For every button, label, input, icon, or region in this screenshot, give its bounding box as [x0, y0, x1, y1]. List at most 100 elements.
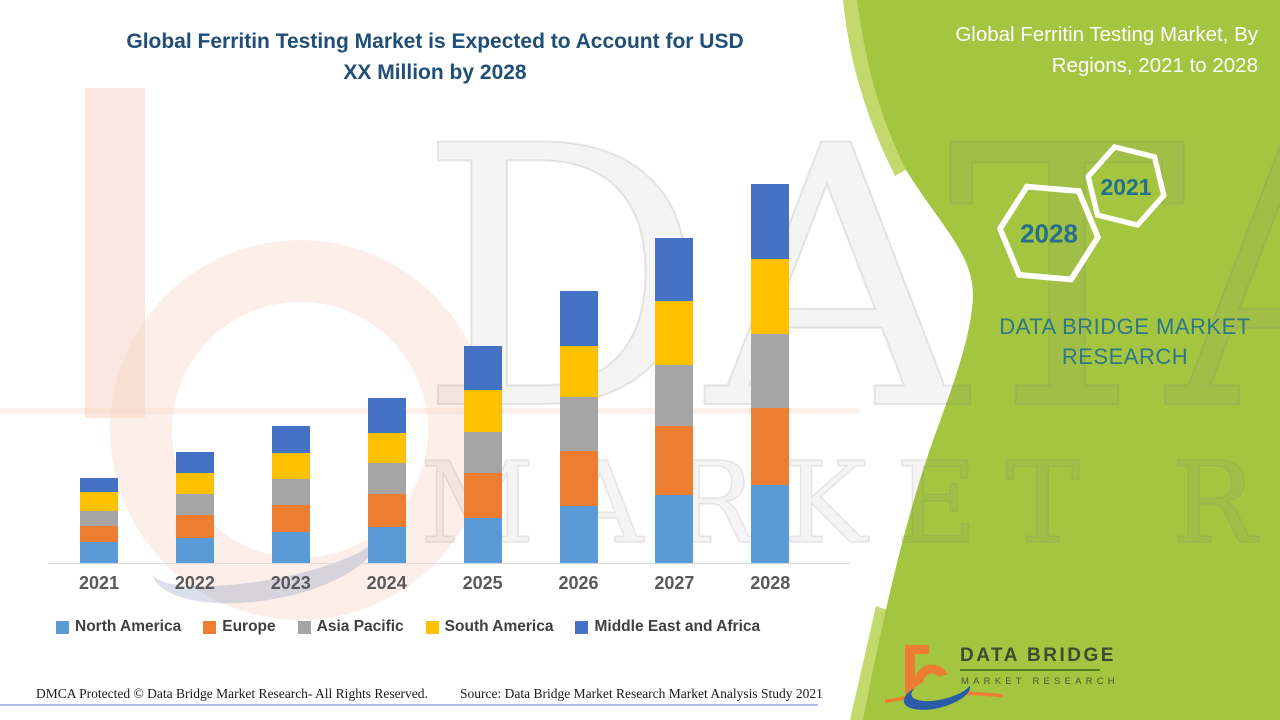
bar-2028: [751, 184, 790, 563]
segment-asia-pacific-2027: [655, 365, 694, 426]
hexagon-2028-label: 2028: [1020, 219, 1078, 249]
hexagon-2028: 2028: [996, 183, 1102, 283]
segment-south-america-2021: [80, 492, 118, 511]
segment-north-america-2025: [463, 518, 502, 563]
segment-asia-pacific-2024: [367, 463, 406, 494]
footer-source-text: Source: Data Bridge Market Research Mark…: [460, 686, 823, 701]
chart-title: Global Ferritin Testing Market is Expect…: [40, 26, 830, 88]
segment-north-america-2027: [655, 495, 694, 563]
segment-south-america-2027: [655, 301, 694, 365]
x-axis-label-2028: 2028: [750, 573, 791, 593]
bar-2025: [463, 346, 502, 563]
segment-europe-2027: [655, 426, 694, 495]
segment-asia-pacific-2025: [463, 432, 502, 473]
bar-2027: [655, 238, 694, 563]
hexagon-2021-outline: [1085, 143, 1167, 229]
hexagon-2021-label: 2021: [1101, 174, 1152, 200]
segment-asia-pacific-2022: [175, 494, 214, 515]
x-axis-label-2021: 2021: [78, 573, 120, 593]
segment-europe-2023: [271, 505, 310, 532]
segment-south-america-2025: [463, 390, 502, 432]
legend-label: Europe: [222, 618, 276, 635]
x-axis-label-2025: 2025: [462, 573, 503, 593]
segment-middle-east-and-africa-2026: [559, 291, 598, 346]
legend-swatch-icon: [203, 620, 217, 634]
legend-item-asia-pacific: Asia Pacific: [297, 618, 404, 636]
segment-middle-east-and-africa-2028: [751, 184, 790, 259]
hexagon-2021: 2021: [1084, 143, 1168, 229]
segment-europe-2025: [463, 473, 502, 518]
x-axis-label-2024: 2024: [366, 573, 407, 593]
x-axis-label-2022: 2022: [174, 573, 215, 593]
legend-item-middle-east-and-africa: Middle East and Africa: [575, 618, 760, 636]
brand-text-line2: RESEARCH: [1061, 344, 1189, 369]
segment-north-america-2023: [271, 532, 310, 563]
legend-swatch-icon: [425, 620, 439, 634]
footer-dmca-text: DMCA Protected © Data Bridge Market Rese…: [36, 686, 428, 701]
segment-asia-pacific-2021: [80, 511, 118, 526]
legend-item-north-america: North America: [56, 618, 181, 636]
legend-label: Asia Pacific: [316, 618, 404, 635]
segment-middle-east-and-africa-2021: [80, 478, 118, 492]
segment-middle-east-and-africa-2025: [463, 346, 502, 390]
bar-2022: [175, 452, 214, 563]
x-axis-label-2023: 2023: [270, 573, 311, 593]
legend-label: North America: [75, 618, 182, 635]
legend-swatch-icon: [297, 620, 311, 634]
legend-swatch-icon: [575, 620, 589, 634]
segment-south-america-2028: [751, 259, 790, 334]
side-panel-title: Global Ferritin Testing Market, By Regio…: [880, 19, 1270, 81]
chart-title-line2: XX Million by 2028: [343, 61, 527, 84]
side-panel-title-line1: Global Ferritin Testing Market, By: [955, 23, 1258, 46]
legend-label: Middle East and Africa: [594, 618, 761, 635]
segment-middle-east-and-africa-2022: [175, 452, 214, 473]
legend-swatch-icon: [56, 620, 69, 634]
logo-subtitle: MARKET RESEARCH: [961, 676, 1119, 687]
segment-middle-east-and-africa-2027: [655, 238, 694, 301]
segment-south-america-2026: [559, 346, 598, 397]
footer-divider: [0, 704, 818, 706]
bar-2023: [271, 426, 310, 563]
segment-south-america-2023: [271, 453, 310, 479]
x-axis-line: [48, 563, 850, 564]
segment-asia-pacific-2026: [559, 397, 598, 451]
segment-europe-2024: [367, 494, 406, 527]
segment-europe-2022: [175, 515, 214, 538]
segment-europe-2026: [559, 451, 598, 506]
segment-south-america-2024: [367, 433, 406, 463]
segment-europe-2021: [80, 526, 118, 542]
segment-asia-pacific-2028: [751, 334, 790, 408]
segment-middle-east-and-africa-2023: [271, 426, 310, 453]
segment-south-america-2022: [175, 473, 214, 494]
bar-2026: [559, 291, 598, 563]
segment-middle-east-and-africa-2024: [367, 398, 406, 433]
legend-item-south-america: South America: [425, 618, 554, 636]
hexagon-2028-outline: [996, 183, 1102, 283]
legend-label: South America: [444, 618, 554, 635]
databridge-logo-icon: [885, 645, 1004, 710]
logo-underline: [960, 669, 1100, 671]
side-panel-title-line2: Regions, 2021 to 2028: [1051, 54, 1258, 77]
segment-europe-2028: [751, 408, 790, 485]
legend-item-europe: Europe: [203, 618, 276, 636]
segment-north-america-2024: [367, 527, 406, 563]
watermark-logo-line: [0, 408, 860, 414]
chart-legend: North America Europe Asia Pacific South Ame…: [56, 618, 760, 636]
segment-asia-pacific-2023: [271, 479, 310, 505]
green-panel-light-sliver-bottom: [850, 606, 890, 720]
brand-text-line1: DATA BRIDGE MARKET: [999, 314, 1251, 339]
segment-north-america-2022: [175, 538, 214, 563]
green-panel-shape: [857, 0, 1280, 720]
segment-north-america-2026: [559, 506, 598, 563]
x-axis-label-2027: 2027: [654, 573, 695, 593]
segment-north-america-2028: [751, 485, 790, 563]
brand-text: DATA BRIDGE MARKET RESEARCH: [980, 312, 1270, 372]
logo-title: DATA BRIDGE: [960, 645, 1116, 666]
chart-title-line1: Global Ferritin Testing Market is Expect…: [126, 30, 744, 53]
segment-north-america-2021: [80, 542, 118, 563]
bar-2024: [367, 398, 406, 563]
bar-2021: [80, 478, 118, 563]
